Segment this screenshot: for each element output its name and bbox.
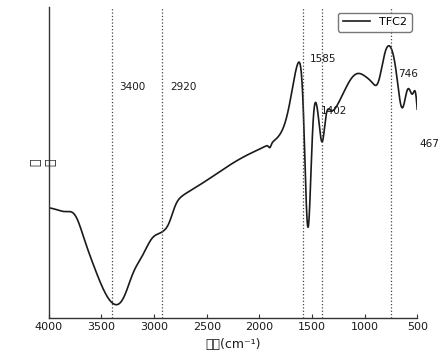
Text: 3400: 3400 — [120, 82, 145, 92]
Text: 1402: 1402 — [321, 106, 347, 116]
Y-axis label: 强
度: 强 度 — [29, 159, 57, 166]
Text: 467: 467 — [419, 139, 439, 149]
TFC2 — [286, 107, 291, 111]
TFC2 — [114, 303, 119, 307]
TFC2 — [187, 189, 192, 193]
Text: 2920: 2920 — [170, 82, 196, 92]
Legend: TFC2: TFC2 — [338, 13, 412, 32]
TFC2 — [321, 132, 326, 136]
Text: 746: 746 — [398, 69, 418, 79]
TFC2 — [386, 44, 392, 48]
TFC2 — [349, 76, 355, 80]
TFC2 — [414, 107, 420, 111]
Line: TFC2: TFC2 — [49, 46, 417, 305]
Text: 1585: 1585 — [310, 54, 336, 64]
TFC2 — [46, 205, 51, 210]
X-axis label: 波长(cm⁻¹): 波长(cm⁻¹) — [205, 338, 261, 351]
TFC2 — [113, 303, 118, 307]
TFC2 — [267, 145, 273, 150]
